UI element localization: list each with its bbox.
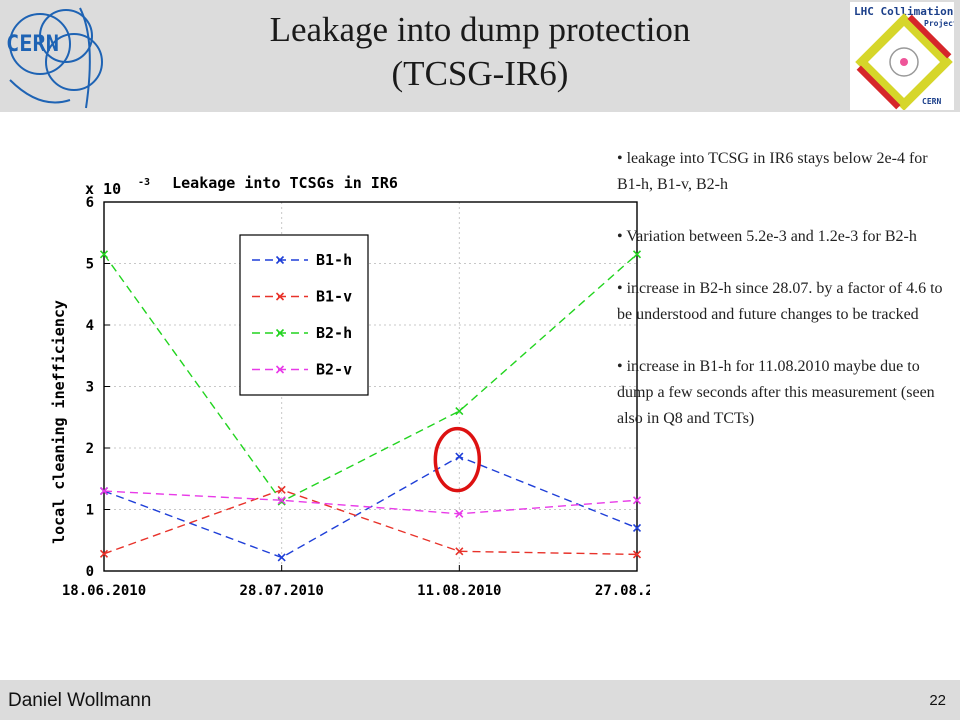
cern-logo-arc	[79, 7, 91, 109]
collim-logo-jaw-red	[907, 14, 952, 59]
cern-logo-ring	[39, 9, 93, 63]
collim-logo-jaw-yellow	[855, 13, 953, 110]
y-tick-label: 2	[86, 441, 94, 457]
y-tick-label: 1	[86, 503, 94, 519]
bullet-text: leakage into TCSG in IR6 stays below 2e-…	[617, 150, 928, 193]
series-line-b2-v	[103, 490, 638, 515]
data-point-b1-h	[455, 452, 464, 461]
legend-label-b2-h: B2-h	[316, 324, 352, 342]
data-point-b2-v	[277, 496, 286, 505]
x-tick-label: 18.06.2010	[62, 583, 146, 599]
collim-logo-beam	[889, 47, 919, 77]
x-tick-label: 11.08.2010	[417, 583, 501, 599]
y-tick-label: 5	[86, 257, 94, 273]
bullet-text: increase in B1-h for 11.08.2010 maybe du…	[617, 358, 935, 427]
page-number: 22	[929, 692, 946, 709]
bullet-text: Variation between 5.2e-3 and 1.2e-3 for …	[626, 228, 917, 245]
bullet-item: • Variation between 5.2e-3 and 1.2e-3 fo…	[617, 228, 917, 245]
slide-footer: Daniel Wollmann 22	[0, 680, 960, 720]
data-point-b1-v	[277, 485, 286, 494]
y-multiplier-exponent: -3	[138, 177, 150, 188]
footer-author: Daniel Wollmann	[8, 690, 152, 711]
legend-label-b1-v: B1-v	[316, 288, 352, 306]
leakage-chart: Leakage into TCSGs in IR6 x 10 -3 local …	[50, 174, 650, 599]
data-point-b1-v	[455, 547, 464, 556]
legend-label-b2-v: B2-v	[316, 361, 352, 379]
bullet-list: • leakage into TCSG in IR6 stays below 2…	[617, 146, 952, 432]
data-point-b2-v	[632, 496, 642, 505]
legend-label-b1-h: B1-h	[316, 251, 352, 269]
cern-logo: CERN	[6, 7, 103, 109]
collim-logo-beam-core	[900, 58, 908, 66]
cern-logo-ring	[45, 33, 103, 91]
slide-title-line1: Leakage into dump protection	[269, 10, 691, 49]
legend-marker-b1-v	[275, 292, 285, 301]
y-multiplier-label: x 10	[85, 180, 121, 198]
cern-logo-ring	[9, 13, 71, 75]
bullet-item: • leakage into TCSG in IR6 stays below 2…	[617, 150, 928, 193]
y-tick-label: 4	[86, 318, 94, 334]
legend-marker-b2-h	[275, 328, 285, 338]
collim-logo-subtitle: Project	[924, 18, 954, 28]
collim-logo-org: CERN	[922, 97, 941, 106]
y-tick-label: 3	[86, 380, 94, 396]
series-line-b2-h	[103, 253, 638, 503]
y-axis-label: local cleaning inefficiency	[50, 300, 68, 544]
legend-marker-b1-h	[275, 255, 285, 265]
x-tick-label: 27.08.2010	[595, 583, 650, 599]
data-point-b2-v	[455, 509, 464, 518]
data-point-b1-h	[632, 523, 642, 533]
slide-title: Leakage into dump protection (TCSG-IR6)	[120, 8, 840, 96]
y-tick-label: 6	[86, 195, 94, 211]
chart-title: Leakage into TCSGs in IR6	[172, 174, 398, 192]
lhc-collimation-logo: LHC Collimation Project CERN	[850, 2, 954, 110]
data-point-b1-h	[277, 553, 286, 562]
slide-title-line2: (TCSG-IR6)	[391, 54, 569, 93]
data-point-b2-h	[632, 250, 642, 259]
collim-logo-title: LHC Collimation	[854, 5, 953, 18]
bullet-text: increase in B2-h since 28.07. by a facto…	[617, 280, 943, 323]
legend-marker-b2-v	[275, 365, 285, 374]
data-point-b2-h	[455, 407, 464, 416]
data-point-b2-v	[99, 486, 109, 496]
data-point-b2-h	[277, 497, 286, 506]
bullet-item: • increase in B1-h for 11.08.2010 maybe …	[617, 358, 935, 427]
data-point-b2-h	[99, 250, 109, 259]
slide-header: CERN Leakage into dump protection (TCSG-…	[0, 0, 960, 112]
cern-logo-text: CERN	[6, 32, 59, 57]
bullet-item: • increase in B2-h since 28.07. by a fac…	[617, 280, 943, 323]
chart-legend	[239, 234, 369, 396]
series-line-b1-v	[103, 489, 638, 556]
data-point-b1-v	[99, 549, 109, 558]
highlight-circle	[433, 426, 482, 493]
y-tick-label: 0	[86, 564, 94, 580]
collim-logo-jaw-red	[856, 65, 901, 110]
x-tick-label: 28.07.2010	[240, 583, 324, 599]
cern-logo-arc	[9, 79, 71, 104]
data-point-b1-v	[632, 550, 642, 559]
